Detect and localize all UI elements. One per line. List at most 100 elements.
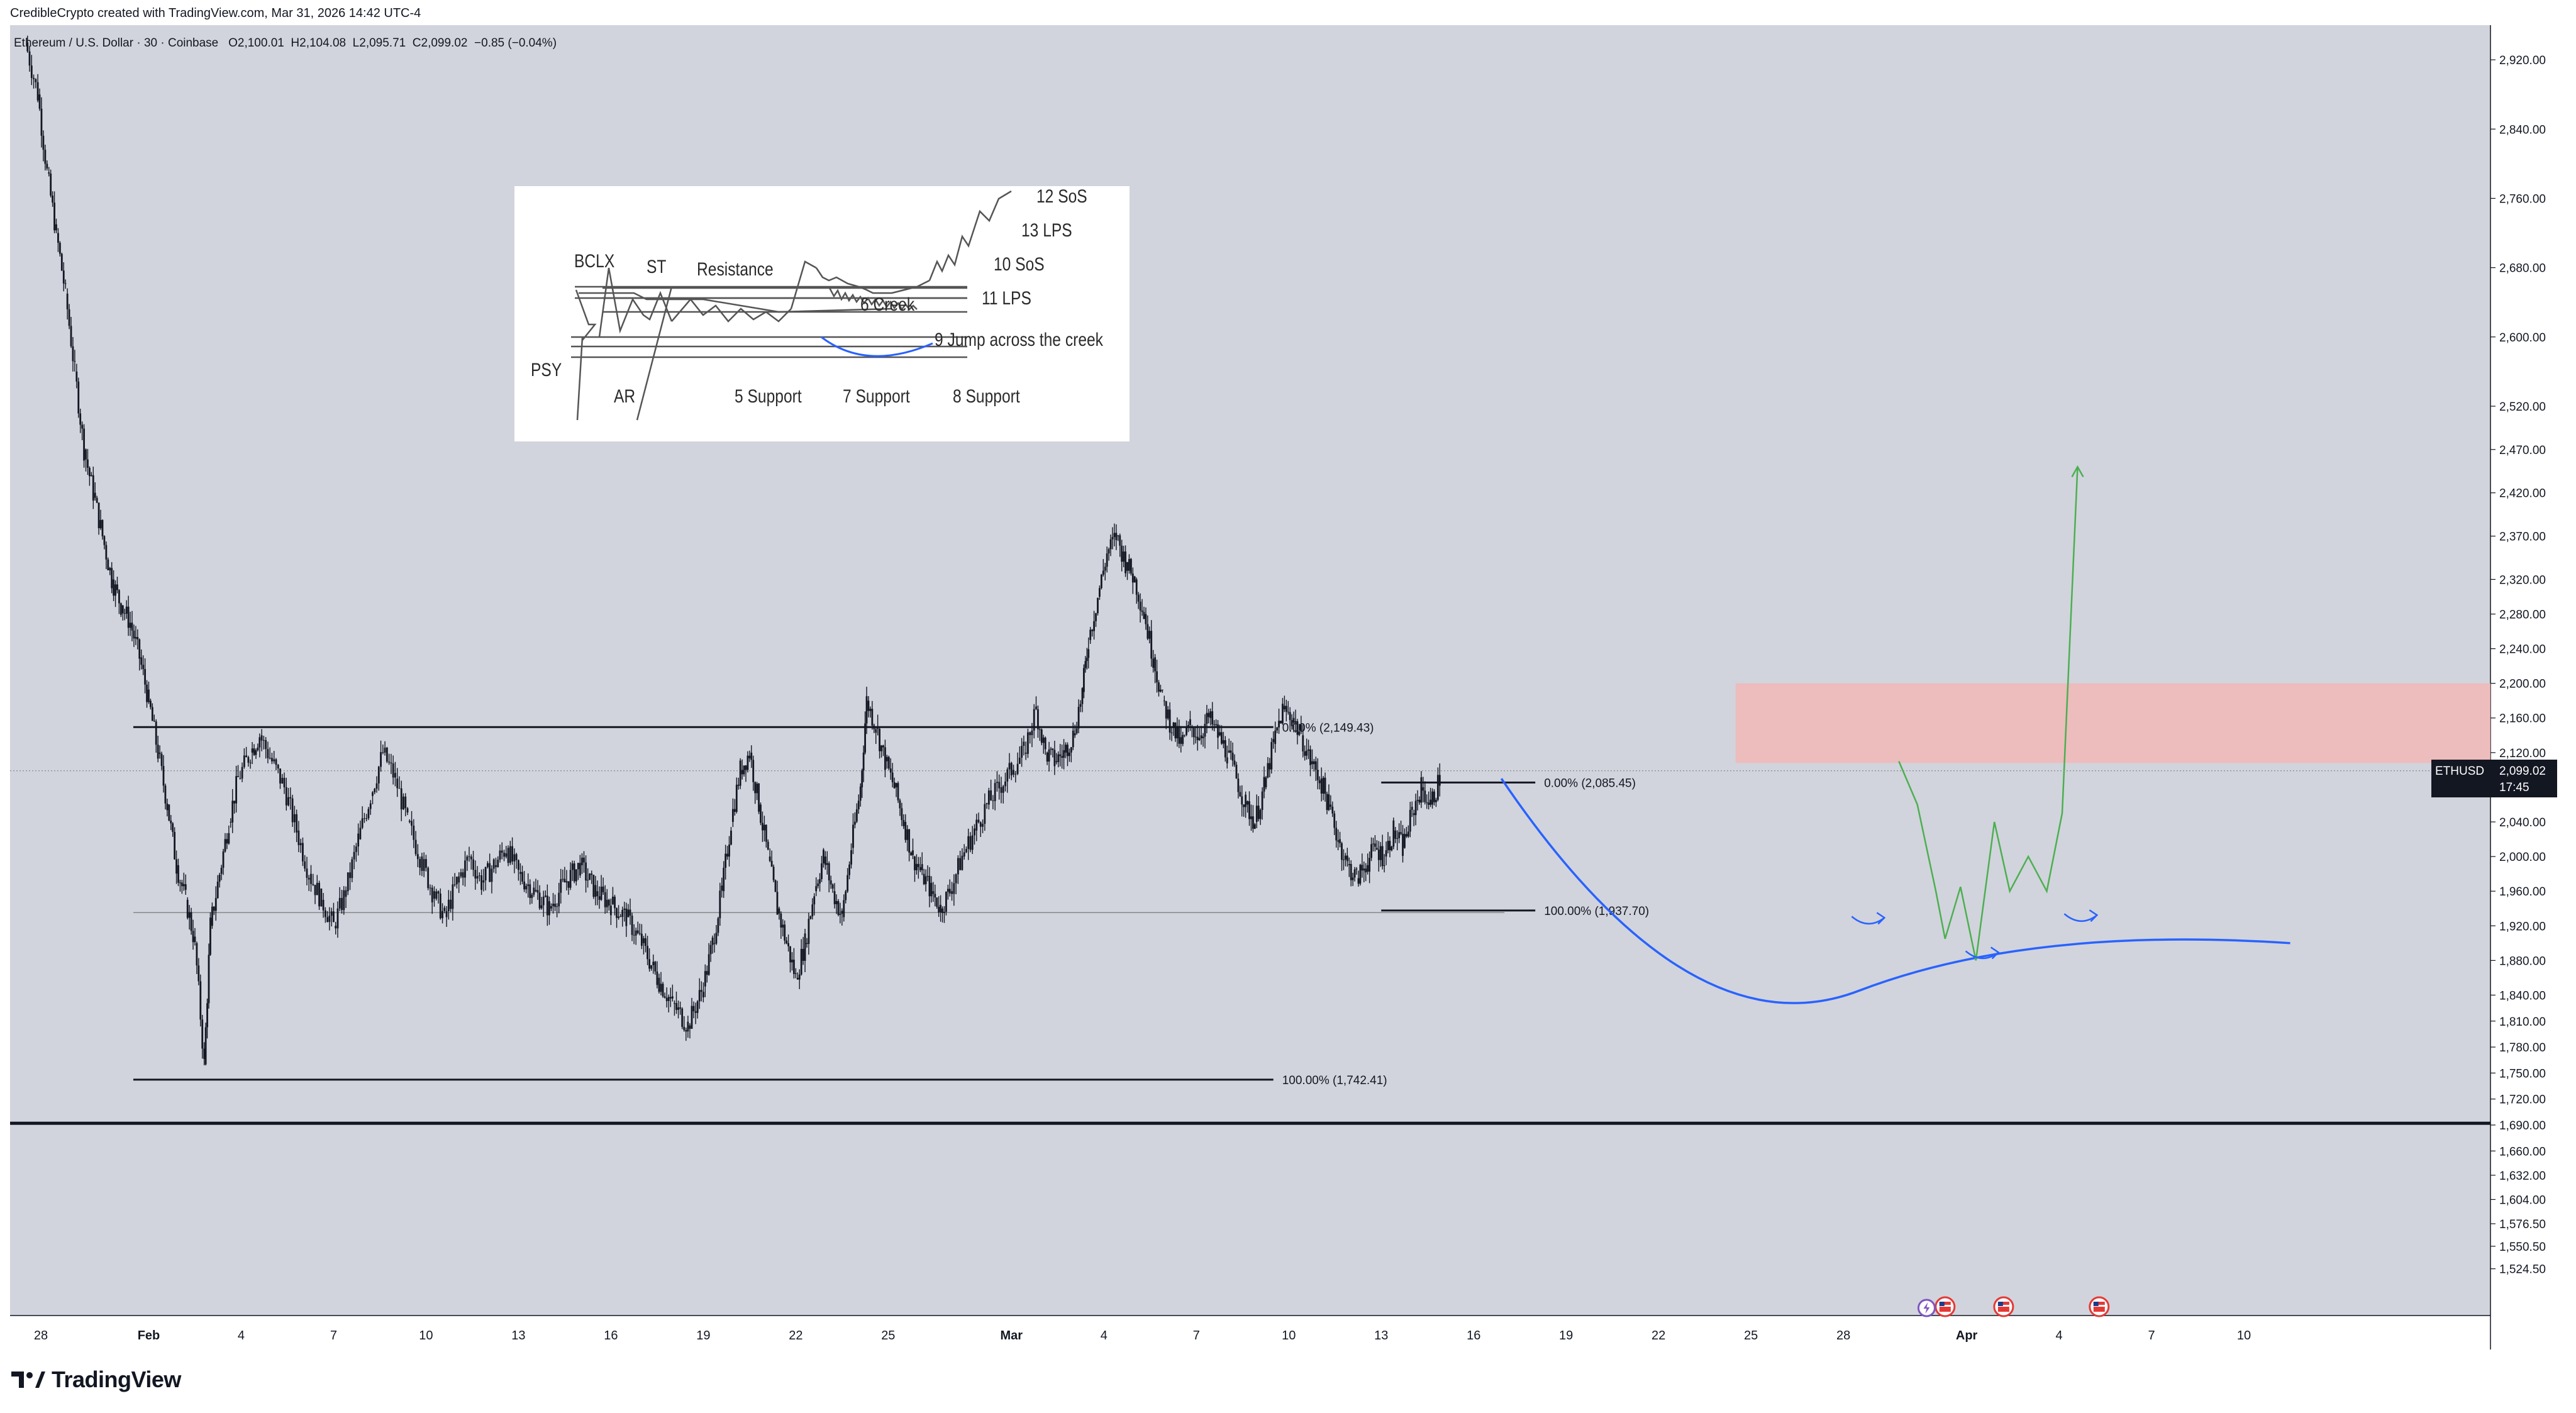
candle-body — [748, 755, 751, 758]
price-tag-countdown: 17:45 — [2499, 780, 2529, 794]
candle-body — [1392, 820, 1395, 847]
y-tick-label-23: 1,780.00 — [2499, 1041, 2546, 1055]
price-tag-symbol: ETHUSD — [2435, 764, 2485, 778]
candle-body — [994, 783, 996, 801]
candle-body — [1048, 749, 1050, 762]
us-flag-event-icon[interactable] — [1993, 1296, 2014, 1317]
candle-body — [1418, 799, 1421, 803]
candle-body — [1172, 722, 1175, 727]
candle-body — [953, 883, 955, 894]
candle-body — [160, 753, 163, 767]
candle-body — [1291, 720, 1293, 726]
candle-body — [235, 776, 238, 804]
candle-body — [1137, 594, 1140, 602]
candle-body — [901, 808, 903, 821]
wyckoff-lps11-label: 11 LPS — [982, 288, 1031, 309]
candle-body — [711, 938, 714, 945]
candle-body — [258, 737, 261, 748]
candle-body — [81, 424, 84, 429]
y-tick-label-21: 1,840.00 — [2499, 989, 2546, 1002]
candle-body — [1202, 736, 1204, 738]
candle-body — [867, 701, 870, 711]
candle-body — [932, 891, 935, 894]
candle-body — [310, 873, 312, 884]
candle-body — [1189, 719, 1191, 725]
wyckoff-support7-label: 7 Support — [843, 386, 910, 407]
price-axis-panel[interactable] — [2490, 25, 2576, 1316]
candle-body — [450, 899, 452, 909]
candle-body — [660, 984, 662, 992]
candle-body — [525, 885, 528, 890]
candle-body — [245, 755, 248, 758]
candle-body — [1081, 688, 1084, 704]
y-tick-label-16: 2,040.00 — [2499, 816, 2546, 829]
candle-body — [930, 882, 933, 897]
candle-body — [1204, 723, 1206, 737]
projection-path[interactable] — [1898, 467, 2079, 961]
candle-body — [316, 882, 318, 895]
candle-body — [625, 908, 628, 926]
candle-body — [1298, 731, 1301, 735]
us-flag-event-icon[interactable] — [1935, 1296, 1956, 1317]
candle-body — [1377, 850, 1380, 860]
y-tick-label-3: 2,680.00 — [2499, 262, 2546, 275]
plot-area[interactable] — [10, 25, 2490, 1316]
candle-body — [1119, 535, 1121, 546]
candle-body — [1237, 779, 1240, 792]
candle-body — [824, 856, 826, 865]
candle-body — [1044, 737, 1046, 750]
y-tick-label-14: 2,120.00 — [2499, 747, 2546, 760]
candle-body — [343, 890, 345, 911]
candle-body — [906, 829, 909, 840]
rounding-bottom-arc[interactable] — [1500, 778, 2290, 1004]
candle-body — [296, 814, 298, 833]
candle-body — [144, 668, 146, 685]
candle-body — [1296, 721, 1299, 735]
candle-body — [138, 639, 141, 659]
y-tick-label-6: 2,470.00 — [2499, 444, 2546, 457]
candle-body — [569, 870, 572, 888]
candle-body — [602, 886, 604, 892]
candle-body — [1067, 745, 1069, 756]
candle-body — [375, 783, 378, 789]
candle-body — [1213, 724, 1216, 725]
x-tick-label-5: 13 — [511, 1329, 525, 1343]
candle-body — [1414, 801, 1417, 816]
y-tick-label-17: 2,000.00 — [2499, 851, 2546, 864]
resistance-zone[interactable] — [1735, 683, 2490, 763]
candle-body — [1109, 539, 1112, 550]
us-flag-event-icon[interactable] — [2089, 1296, 2110, 1317]
wyckoff-ar-label: AR — [614, 386, 636, 407]
candle-body — [96, 497, 98, 503]
y-tick-label-10: 2,280.00 — [2499, 608, 2546, 621]
candle-body — [79, 413, 82, 425]
candle-body — [42, 135, 45, 150]
candle-body — [351, 859, 353, 878]
candle-body — [1040, 729, 1043, 743]
candle-body — [708, 954, 710, 975]
candle-body — [297, 830, 300, 846]
candle-body — [456, 877, 458, 885]
candle-body — [353, 851, 355, 860]
candle-body — [1087, 649, 1090, 658]
candle-body — [97, 502, 100, 528]
candle-body — [527, 884, 530, 886]
candle-body — [967, 836, 970, 849]
candle-body — [1381, 846, 1384, 867]
candle-body — [289, 797, 292, 799]
candle-body — [910, 852, 912, 855]
candle-body — [791, 960, 793, 963]
candle-body — [398, 788, 401, 789]
candle-body — [460, 872, 462, 877]
candle-body — [985, 803, 988, 804]
candle-body — [745, 765, 747, 770]
candle-body — [312, 884, 314, 885]
candle-body — [404, 796, 407, 809]
candlestick-series[interactable] — [26, 35, 1441, 1066]
candle-body — [598, 896, 601, 900]
candle-body — [164, 785, 167, 804]
candle-body — [1217, 724, 1219, 738]
lightning-event-icon[interactable] — [1917, 1299, 1936, 1317]
candle-body — [431, 887, 433, 902]
